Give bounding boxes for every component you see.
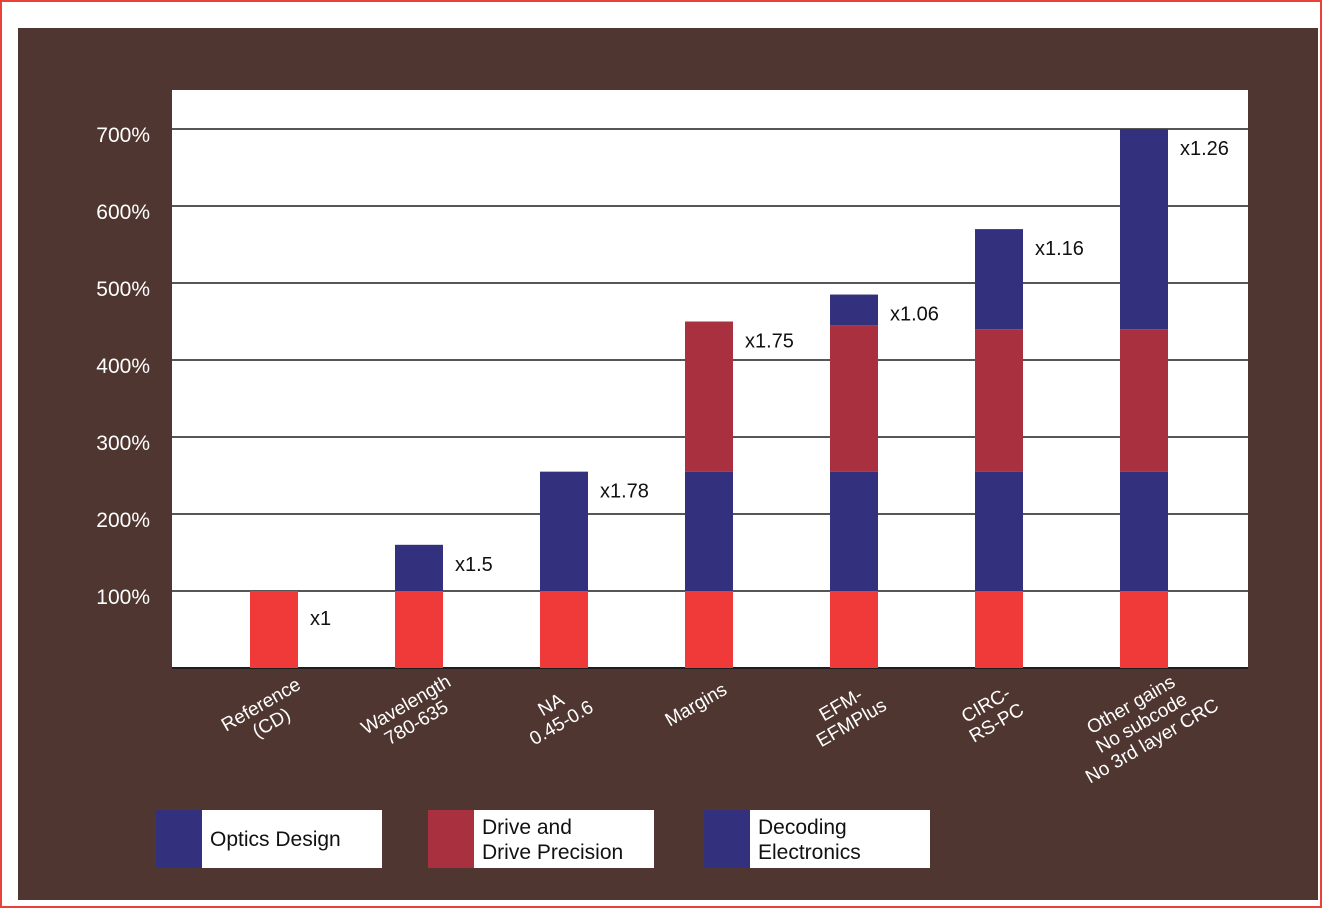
bar-segment-decoding [830,294,878,326]
y-tick-label: 200% [96,509,150,532]
bar-segment-drive [975,329,1023,472]
multiplier-label: x1.16 [1035,238,1084,260]
bar-segment-reference [540,591,588,668]
bar-segment-reference [395,591,443,668]
bar-segment-reference [1120,591,1168,668]
bar-segment-reference [830,591,878,668]
bar-segment-drive [685,321,733,472]
y-axis-tick-labels: 100% 200% 300% 400% 500% 600% 700% [96,124,150,609]
multiplier-label: x1.75 [745,331,794,353]
legend-label-box [474,810,654,868]
bar-segment-reference [685,591,733,668]
bar-segment-optics [540,471,588,591]
bar-segment-optics [1120,471,1168,591]
legend-swatch [156,810,202,868]
y-tick-label: 700% [96,124,150,147]
y-tick-label: 500% [96,278,150,301]
bar-segment-optics [395,544,443,591]
bar-segment-optics [685,471,733,591]
bar-segment-reference [975,591,1023,668]
multiplier-label: x1.78 [600,481,649,503]
legend-label-box [202,810,382,868]
legend-swatch [704,810,750,868]
bar-segment-drive [830,325,878,472]
legend-swatch [428,810,474,868]
bar-segment-decoding [975,229,1023,330]
multiplier-label: x1.5 [455,554,493,576]
multiplier-label: x1.26 [1180,138,1229,160]
y-tick-label: 400% [96,355,150,378]
y-tick-label: 600% [96,201,150,224]
legend-item-optics: Optics Design [156,810,382,868]
bar-segment-reference [250,591,298,668]
bars [250,129,1168,668]
legend-label-box [750,810,930,868]
legend-label: Electronics [758,841,861,864]
legend-label: Drive Precision [482,841,623,864]
bar-segment-decoding [1120,129,1168,330]
bar-segment-optics [975,471,1023,591]
multiplier-label: x1.06 [890,304,939,326]
bar-segment-drive [1120,329,1168,472]
legend-label: Decoding [758,816,847,839]
bar-segment-optics [830,471,878,591]
multiplier-labels: x1 x1.5 x1.78 x1.75 x1.06 x1.16 x1.26 [310,138,1229,630]
y-tick-label: 100% [96,586,150,609]
legend-label: Optics Design [210,828,341,851]
legend-label: Drive and [482,816,572,839]
y-tick-label: 300% [96,432,150,455]
multiplier-label: x1 [310,608,331,630]
